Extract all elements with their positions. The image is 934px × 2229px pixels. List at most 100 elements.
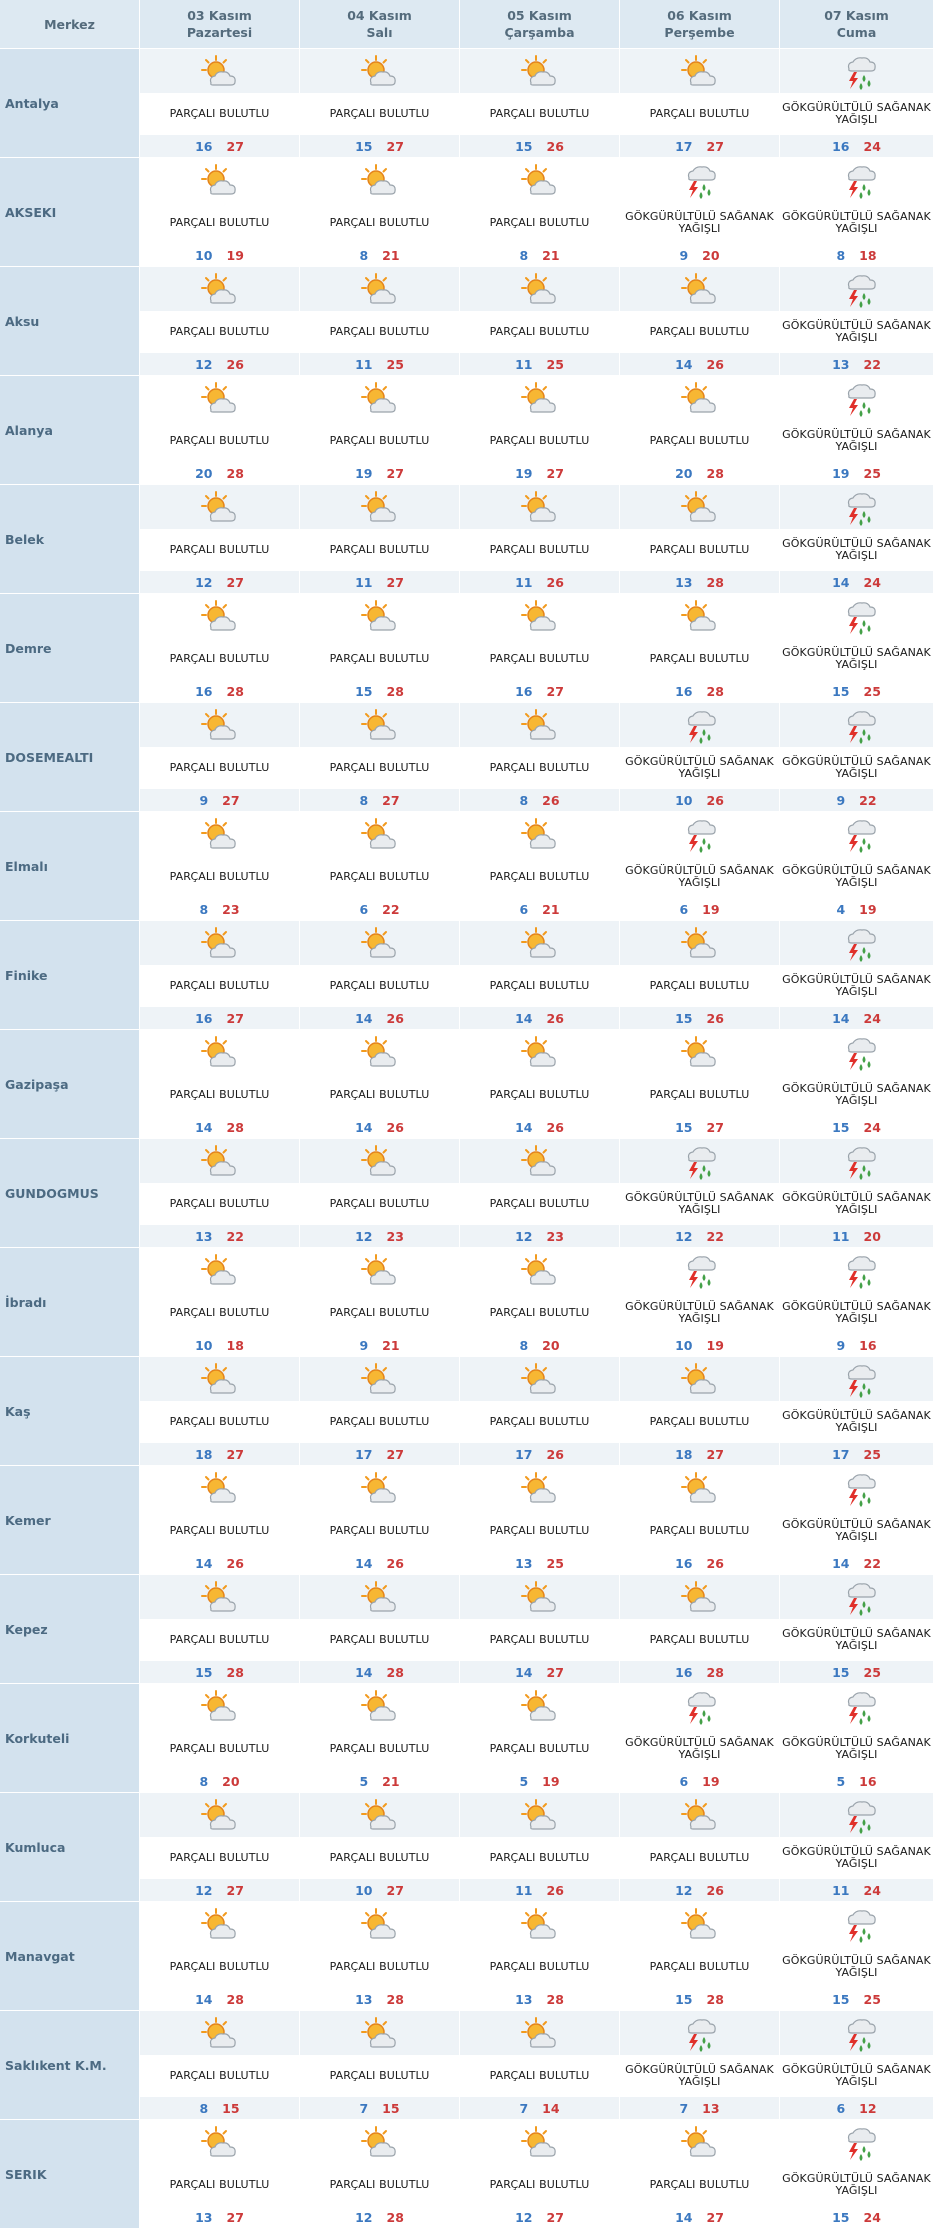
temperature-range: 13 25 <box>460 1552 619 1574</box>
condition-area: PARÇALI BULUTLU <box>140 1183 299 1225</box>
city-name[interactable]: Aksu <box>0 267 140 375</box>
forecast-cell: PARÇALI BULUTLU 16 27 <box>140 49 300 157</box>
city-name[interactable]: Alanya <box>0 376 140 484</box>
min-temperature: 8 <box>519 792 529 808</box>
city-name[interactable]: GUNDOGMUS <box>0 1139 140 1247</box>
city-name[interactable]: İbradı <box>0 1248 140 1356</box>
city-name[interactable]: Kumluca <box>0 1793 140 1901</box>
forecast-cell: PARÇALI BULUTLU 10 19 <box>140 158 300 266</box>
header-day-weekday: Çarşamba <box>504 25 575 40</box>
city-name[interactable]: Belek <box>0 485 140 593</box>
min-temperature: 14 <box>515 1664 533 1680</box>
city-name[interactable]: AKSEKI <box>0 158 140 266</box>
condition-text: PARÇALI BULUTLU <box>489 870 590 883</box>
temperature-range: 9 21 <box>300 1334 459 1356</box>
min-temperature: 12 <box>355 1228 373 1244</box>
temperature-range: 11 26 <box>460 571 619 593</box>
partly-cloudy-icon <box>200 162 240 202</box>
condition-area: PARÇALI BULUTLU <box>300 1510 459 1552</box>
condition-area: PARÇALI BULUTLU <box>460 747 619 789</box>
forecast-cell: PARÇALI BULUTLU 11 26 <box>460 1793 620 1901</box>
max-temperature: 20 <box>702 247 720 263</box>
city-name[interactable]: Kemer <box>0 1466 140 1574</box>
city-name[interactable]: Saklıkent K.M. <box>0 2011 140 2119</box>
condition-text: PARÇALI BULUTLU <box>169 2178 270 2191</box>
thunderstorm-icon <box>840 1688 880 1728</box>
condition-area: PARÇALI BULUTLU <box>300 311 459 353</box>
city-name[interactable]: Elmalı <box>0 812 140 920</box>
forecast-cell: GÖKGÜRÜLTÜLÜ SAĞANAK YAĞIŞLI 15 25 <box>780 1902 934 2010</box>
min-temperature: 12 <box>195 574 213 590</box>
temperature-range: 10 19 <box>620 1334 779 1356</box>
max-temperature: 20 <box>863 1228 881 1244</box>
condition-text: PARÇALI BULUTLU <box>169 1306 270 1319</box>
temperature-range: 16 26 <box>620 1552 779 1574</box>
condition-text: PARÇALI BULUTLU <box>649 543 750 556</box>
condition-text: PARÇALI BULUTLU <box>329 325 430 338</box>
min-temperature: 11 <box>355 356 373 372</box>
temperature-range: 14 26 <box>620 353 779 375</box>
forecast-cell: PARÇALI BULUTLU 15 27 <box>620 1030 780 1138</box>
thunderstorm-icon <box>840 1143 880 1183</box>
city-name[interactable]: Kepez <box>0 1575 140 1683</box>
condition-text: GÖKGÜRÜLTÜLÜ SAĞANAK YAĞIŞLI <box>782 1082 931 1107</box>
condition-text: PARÇALI BULUTLU <box>169 543 270 556</box>
max-temperature: 23 <box>222 901 240 917</box>
condition-area: PARÇALI BULUTLU <box>460 1292 619 1334</box>
max-temperature: 24 <box>863 1010 881 1026</box>
partly-cloudy-icon <box>520 1470 560 1510</box>
temperature-range: 12 23 <box>300 1225 459 1247</box>
city-name[interactable]: Finike <box>0 921 140 1029</box>
forecast-cell: PARÇALI BULUTLU 17 27 <box>300 1357 460 1465</box>
table-body: Antalya PARÇALI BULUTLU 16 27 PARÇALI BULUTL… <box>0 49 934 2229</box>
city-name[interactable]: Antalya <box>0 49 140 157</box>
city-name[interactable]: Kaş <box>0 1357 140 1465</box>
max-temperature: 28 <box>706 574 724 590</box>
city-name[interactable]: SERIK <box>0 2120 140 2228</box>
partly-cloudy-icon <box>200 816 240 856</box>
city-name[interactable]: Korkuteli <box>0 1684 140 1792</box>
temperature-range: 13 28 <box>300 1988 459 2010</box>
min-temperature: 9 <box>359 1337 369 1353</box>
forecast-cell: PARÇALI BULUTLU 14 26 <box>300 1466 460 1574</box>
condition-area: GÖKGÜRÜLTÜLÜ SAĞANAK YAĞIŞLI <box>780 1510 933 1552</box>
temperature-range: 7 15 <box>300 2097 459 2119</box>
city-name[interactable]: Gazipaşa <box>0 1030 140 1138</box>
min-temperature: 14 <box>515 1119 533 1135</box>
forecast-cell: PARÇALI BULUTLU 9 27 <box>140 703 300 811</box>
condition-text: PARÇALI BULUTLU <box>169 979 270 992</box>
temperature-range: 8 20 <box>460 1334 619 1356</box>
max-temperature: 23 <box>386 1228 404 1244</box>
condition-text: PARÇALI BULUTLU <box>649 652 750 665</box>
min-temperature: 11 <box>832 1228 850 1244</box>
header-day-2: 04 Kasım Salı <box>300 0 460 48</box>
min-temperature: 7 <box>679 2100 689 2116</box>
forecast-cell: PARÇALI BULUTLU 11 27 <box>300 485 460 593</box>
max-temperature: 25 <box>863 1446 881 1462</box>
min-temperature: 8 <box>199 1773 209 1789</box>
partly-cloudy-icon <box>680 489 720 529</box>
partly-cloudy-icon <box>200 598 240 638</box>
city-name[interactable]: DOSEMEALTI <box>0 703 140 811</box>
condition-area: PARÇALI BULUTLU <box>140 1837 299 1879</box>
max-temperature: 27 <box>226 138 244 154</box>
header-merkez: Merkez <box>0 0 140 48</box>
header-day-weekday: Perşembe <box>664 25 735 40</box>
condition-area: PARÇALI BULUTLU <box>140 1292 299 1334</box>
partly-cloudy-icon <box>680 1579 720 1619</box>
city-name[interactable]: Manavgat <box>0 1902 140 2010</box>
condition-text: GÖKGÜRÜLTÜLÜ SAĞANAK YAĞIŞLI <box>782 210 931 235</box>
condition-text: PARÇALI BULUTLU <box>649 1415 750 1428</box>
condition-area: PARÇALI BULUTLU <box>460 1946 619 1988</box>
table-row: Elmalı PARÇALI BULUTLU 8 23 PARÇALI BULUTLU 6… <box>0 812 934 921</box>
forecast-cell: PARÇALI BULUTLU 13 22 <box>140 1139 300 1247</box>
condition-area: GÖKGÜRÜLTÜLÜ SAĞANAK YAĞIŞLI <box>620 1728 779 1770</box>
condition-text: GÖKGÜRÜLTÜLÜ SAĞANAK YAĞIŞLI <box>782 1627 931 1652</box>
city-name[interactable]: Demre <box>0 594 140 702</box>
condition-text: PARÇALI BULUTLU <box>489 2069 590 2082</box>
condition-area: GÖKGÜRÜLTÜLÜ SAĞANAK YAĞIŞLI <box>780 1183 933 1225</box>
condition-area: GÖKGÜRÜLTÜLÜ SAĞANAK YAĞIŞLI <box>780 638 933 680</box>
max-temperature: 27 <box>382 792 400 808</box>
temperature-range: 13 22 <box>140 1225 299 1247</box>
